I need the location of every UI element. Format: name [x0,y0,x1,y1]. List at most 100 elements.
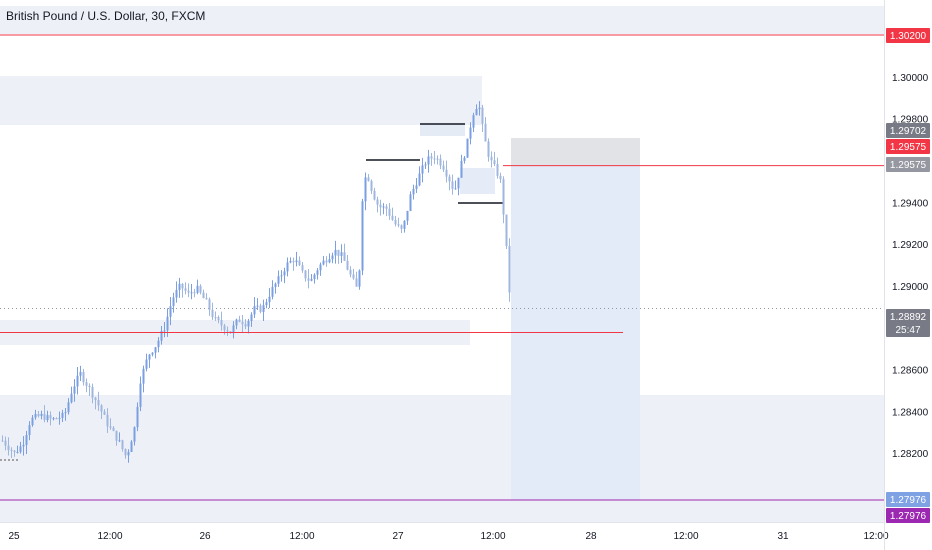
candle-body [202,292,205,299]
candle-body [484,123,487,142]
candle-body [88,385,91,388]
candle-body [244,324,247,327]
candle-body [238,319,241,322]
candle-body [94,397,97,401]
candle-body [313,274,316,280]
candle-body [337,249,340,256]
candle-body [295,260,298,263]
candle-body [385,206,388,209]
candle-body [421,165,424,174]
candle-body [205,298,208,300]
candle-body [43,413,46,421]
candle-body [454,188,457,190]
candle-body [502,179,505,215]
candle-body [52,418,55,420]
candle-body [505,214,508,247]
candle-body [64,412,67,414]
drawing-tools [0,123,884,461]
price-label-bg [886,123,930,138]
candle-body [286,262,289,272]
candle-body [157,340,160,348]
candle-body [112,427,115,431]
xtick-label: 12:00 [863,531,888,542]
candle-body [10,449,13,451]
candle-body [196,285,199,293]
candle-body [436,158,439,160]
candle-body [145,359,148,369]
candle-body [184,288,187,291]
candle-body [265,302,268,306]
ytick-label: 1.28600 [892,366,929,377]
supply-demand-zones [0,6,884,522]
candle-body [475,109,478,116]
zone-3 [0,395,884,522]
candle-body [331,255,334,260]
candle-body [106,414,109,427]
price-label-bg [886,28,930,43]
candle-body [172,297,175,307]
candle-body [31,417,34,426]
xtick-label: 25 [8,531,20,542]
zone-small [420,124,465,136]
candle-body [301,265,304,271]
candle-body [448,176,451,182]
xtick-label: 26 [199,531,211,542]
inner-zone [460,168,495,194]
candle-body [328,259,331,263]
price-label-bg [886,309,930,337]
candle-body [376,199,379,205]
time-axis-border [0,522,884,523]
candle-body [496,163,499,176]
candle-body [163,330,166,332]
price-label-text: 1.27976 [890,495,927,506]
candle-body [187,290,190,293]
candle-body [394,219,397,225]
ytick-label: 1.29400 [892,198,929,209]
candle-body [340,252,343,256]
candle-body [4,440,7,446]
candle-body [430,156,433,159]
candle-body [46,415,49,421]
candle-body [334,249,337,256]
candle-body [364,177,367,202]
candle-body [55,418,58,420]
candle-body [358,270,361,287]
candle-body [457,177,460,189]
candle-body [79,371,82,376]
candle-body [382,206,385,208]
candle-body [40,413,43,417]
candle-body [103,411,106,415]
candle-body [82,371,85,383]
candle-body [250,314,253,322]
candle-body [418,173,421,186]
candle-body [190,292,193,294]
candle-body [139,383,142,407]
candle-body [346,260,349,270]
candle-body [136,406,139,428]
price-label-bg [886,157,930,172]
candle-body [367,177,370,181]
candle-body [409,194,412,211]
candle-body [37,414,40,417]
time-axis: 25 12:00 26 12:00 27 12:00 28 12:00 31 12:00 [8,531,889,542]
candle-body [400,225,403,229]
candle-body [361,201,364,271]
candle-body [70,393,73,403]
candle-body [388,208,391,216]
candle-body [289,261,292,263]
candle-body [493,160,496,164]
candle-body [307,278,310,281]
stop-zone [511,138,640,166]
candle-body [460,160,463,178]
candle-body [352,274,355,279]
price-labels: 1.30200 1.29702 1.29575 1.29575 1.28892 25:47… [886,28,930,523]
candle-body [232,325,235,334]
price-label-text: 1.30200 [890,31,927,42]
xtick-label: 12:00 [289,531,314,542]
zone-1 [0,76,482,125]
price-label-text: 1.28892 [890,312,927,323]
candle-body [166,316,169,331]
candle-body [100,405,103,412]
candle-body [16,451,19,453]
